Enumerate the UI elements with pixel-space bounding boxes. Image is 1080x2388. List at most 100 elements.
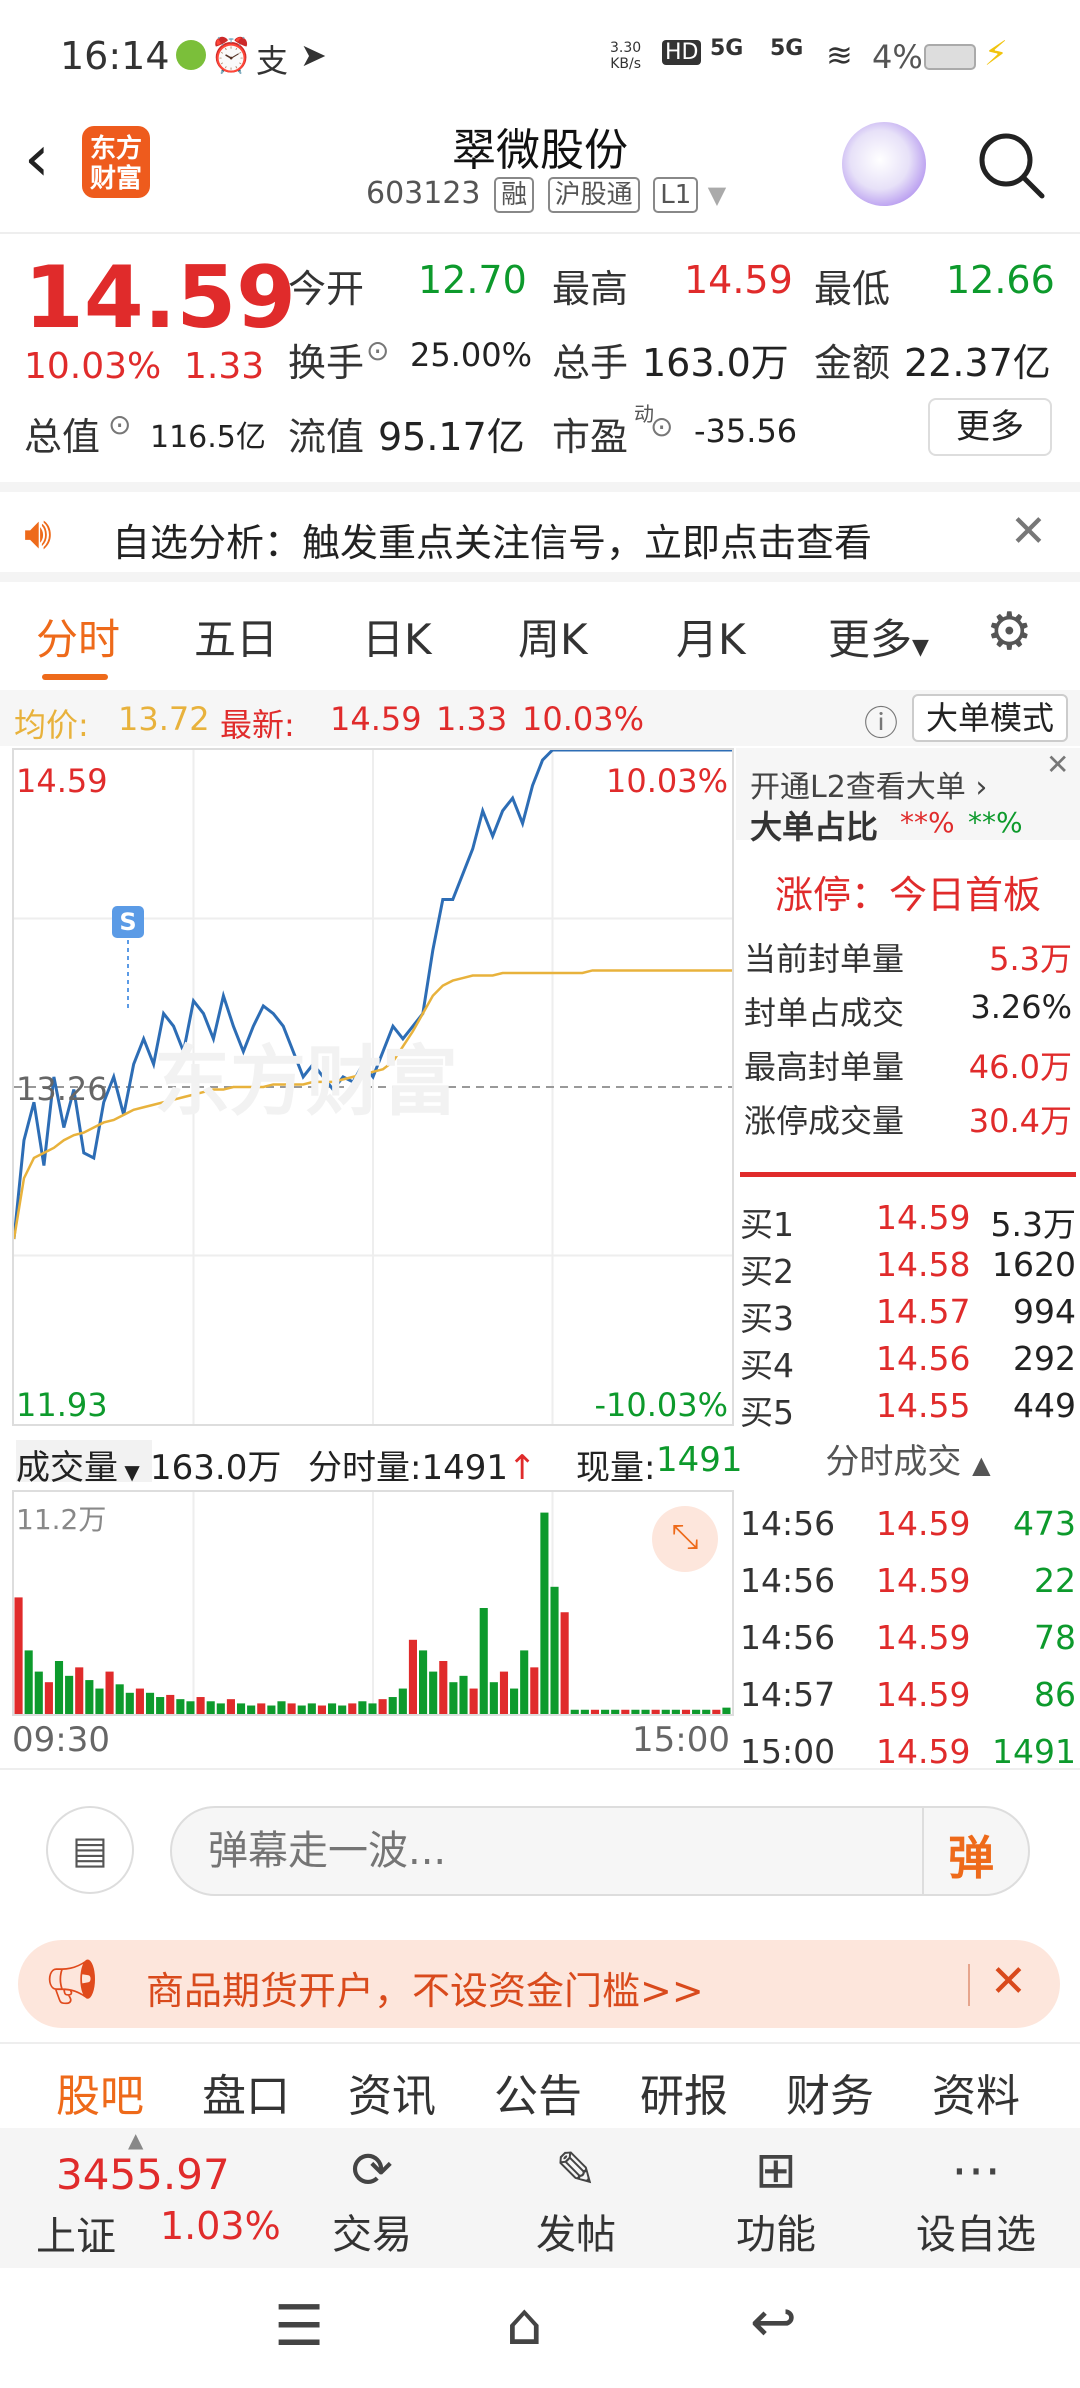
volume-bar bbox=[257, 1703, 266, 1714]
tag-shanghai-connect: 沪股通 bbox=[547, 177, 640, 213]
back-nav-icon[interactable]: ↩ bbox=[750, 2290, 797, 2355]
low-label: 最低 bbox=[814, 267, 891, 311]
back-button[interactable]: ‹ bbox=[24, 122, 50, 196]
volume-bar bbox=[621, 1709, 630, 1714]
bid-row[interactable]: 买4 14.56 292 bbox=[736, 1337, 1080, 1385]
volume-bar bbox=[681, 1709, 691, 1714]
big-order-mode-button[interactable]: 大单模式 bbox=[912, 694, 1068, 742]
status-time: 16:14 bbox=[60, 34, 170, 78]
bid-row[interactable]: 买3 14.57 994 bbox=[736, 1290, 1080, 1338]
signal-5g-icon: 5G bbox=[710, 36, 744, 61]
volume-bar bbox=[611, 1709, 620, 1714]
volume-total: 163.0万 bbox=[150, 1448, 282, 1488]
home-icon[interactable]: ⌂ bbox=[506, 2290, 543, 2358]
search-icon[interactable] bbox=[976, 130, 1045, 199]
intraday-chart[interactable]: 东方财富 14.59 13.26 11.93 10.03% -10.03% S bbox=[12, 748, 734, 1426]
trade-button[interactable]: ⟳ 交易 bbox=[302, 2138, 442, 2260]
tab-news[interactable]: 资讯 bbox=[348, 2071, 436, 2122]
volume-bar bbox=[661, 1709, 670, 1714]
volume-bar bbox=[722, 1707, 731, 1714]
bid-row[interactable]: 买1 14.59 5.3万 bbox=[736, 1196, 1080, 1244]
tick-trades-title[interactable]: 分时成交 ▲ bbox=[825, 1442, 991, 1482]
bottom-toolbar: ▲ 3455.97 上证 1.03% ⟳ 交易 ✎ 发帖 ⊞ 功能 ⋯ 设自选 bbox=[0, 2128, 1080, 2268]
tab-monthly-k[interactable]: 月K bbox=[676, 615, 746, 664]
info-icon[interactable]: ⊙ bbox=[650, 410, 674, 443]
trade-row[interactable]: 14:57 14.59 86 bbox=[736, 1671, 1080, 1723]
function-button[interactable]: ⊞ 功能 bbox=[706, 2138, 846, 2260]
bid-price: 14.57 bbox=[876, 1292, 971, 1331]
tab-announcements[interactable]: 公告 bbox=[494, 2071, 582, 2122]
tab-profile[interactable]: 资料 bbox=[932, 2071, 1020, 2122]
post-button[interactable]: ✎ 发帖 bbox=[506, 2138, 646, 2260]
help-icon[interactable]: ⓘ bbox=[864, 704, 898, 744]
trade-row[interactable]: 15:00 14.59 1491 bbox=[736, 1728, 1080, 1780]
bid-row[interactable]: 买5 14.55 449 bbox=[736, 1384, 1080, 1432]
danmu-button[interactable]: 弹 bbox=[948, 1831, 994, 1885]
bid-row[interactable]: 买2 14.58 1620 bbox=[736, 1243, 1080, 1291]
comment-settings-icon[interactable]: ▤ bbox=[46, 1806, 134, 1894]
ai-assistant-avatar[interactable] bbox=[842, 122, 926, 206]
add-watchlist-button[interactable]: ⋯ 设自选 bbox=[906, 2138, 1046, 2260]
close-icon[interactable]: ✕ bbox=[1046, 748, 1070, 781]
edit-icon: ✎ bbox=[555, 2141, 597, 2199]
tab-guba[interactable]: 股吧 bbox=[56, 2071, 144, 2122]
tab-finance[interactable]: 财务 bbox=[786, 2071, 874, 2122]
settings-gear-icon[interactable]: ⚙ bbox=[986, 602, 1033, 662]
more-button[interactable]: 更多 bbox=[928, 398, 1052, 456]
tab-weekly-k[interactable]: 周K bbox=[518, 615, 588, 664]
volume-bar bbox=[145, 1692, 155, 1714]
volume-chart[interactable]: 11.2万 ⤡ bbox=[12, 1490, 734, 1716]
menu-icon[interactable]: ☰ bbox=[274, 2294, 325, 2359]
trade-row[interactable]: 14:56 14.59 473 bbox=[736, 1500, 1080, 1552]
tab-daily-k[interactable]: 日K bbox=[362, 615, 432, 664]
stock-code: 603123 bbox=[366, 176, 481, 211]
close-icon[interactable]: ✕ bbox=[1010, 506, 1047, 557]
tab-order-book[interactable]: 盘口 bbox=[202, 2071, 290, 2122]
info-icon[interactable]: ⊙ bbox=[366, 334, 390, 367]
sell-signal-marker[interactable]: S bbox=[112, 906, 144, 938]
latest-value: 14.59 bbox=[330, 700, 422, 738]
index-ticker[interactable]: ▲ 3455.97 上证 1.03% bbox=[0, 2128, 300, 2268]
volume-bar bbox=[378, 1699, 387, 1714]
avg-label: 均价: bbox=[14, 706, 89, 744]
float-label: 流值 bbox=[288, 415, 365, 459]
price-info-bar: 均价: 13.72 最新: 14.59 1.33 10.03% ⓘ 大单模式 bbox=[0, 690, 1080, 746]
danmu-input[interactable] bbox=[170, 1806, 1030, 1896]
ad-banner[interactable]: 📢︎ 商品期货开户，不设资金门槛>> ✕ bbox=[18, 1940, 1060, 2028]
volume-selector[interactable]: 成交量 ▼ bbox=[16, 1440, 152, 1488]
tab-research[interactable]: 研报 bbox=[640, 2071, 728, 2122]
mktcap-label: 总值 bbox=[24, 415, 101, 459]
volume-chart-svg bbox=[14, 1492, 731, 1714]
volume-bar bbox=[24, 1650, 33, 1714]
tab-five-day[interactable]: 五日 bbox=[194, 615, 279, 664]
turnover-value: 25.00% bbox=[410, 336, 533, 374]
volume-bar bbox=[419, 1650, 428, 1714]
expand-icon[interactable]: ⤡ bbox=[652, 1506, 718, 1572]
close-icon[interactable]: ✕ bbox=[990, 1956, 1027, 2007]
trade-row[interactable]: 14:56 14.59 22 bbox=[736, 1557, 1080, 1609]
volume-bar bbox=[429, 1671, 438, 1714]
volume-bar bbox=[439, 1661, 448, 1714]
charging-icon: ⚡ bbox=[984, 34, 1008, 74]
volume-bar bbox=[358, 1701, 367, 1714]
app-notification-icon bbox=[176, 40, 206, 70]
l2-link[interactable]: 开通L2查看大单 › bbox=[750, 770, 988, 805]
trade-volume: 78 bbox=[1034, 1618, 1076, 1657]
eastmoney-logo: 东方 财富 bbox=[82, 126, 150, 198]
volume-bar bbox=[530, 1667, 539, 1714]
caret-down-icon[interactable]: ▼ bbox=[707, 181, 727, 209]
current-price: 14.59 bbox=[24, 248, 297, 348]
volume-bar bbox=[398, 1688, 407, 1714]
volume-bar bbox=[479, 1608, 488, 1714]
latest-change: 1.33 bbox=[436, 700, 508, 738]
info-icon[interactable]: ⊙ bbox=[108, 408, 132, 441]
tab-more[interactable]: 更多▼ bbox=[828, 615, 929, 664]
trade-row[interactable]: 14:56 14.59 78 bbox=[736, 1614, 1080, 1666]
trade-volume: 1491 bbox=[992, 1732, 1076, 1771]
trade-price: 14.59 bbox=[876, 1732, 971, 1771]
tab-intraday[interactable]: 分时 bbox=[36, 615, 121, 664]
volume-bar bbox=[105, 1671, 114, 1714]
l2-promo-box[interactable] bbox=[736, 748, 1080, 840]
notice-banner[interactable]: 🔊︎ 自选分析：触发重点关注信号，立即点击查看 ✕ bbox=[0, 482, 1080, 582]
stock-code-row: 603123 融 沪股通 L1 ▼ bbox=[366, 176, 726, 213]
